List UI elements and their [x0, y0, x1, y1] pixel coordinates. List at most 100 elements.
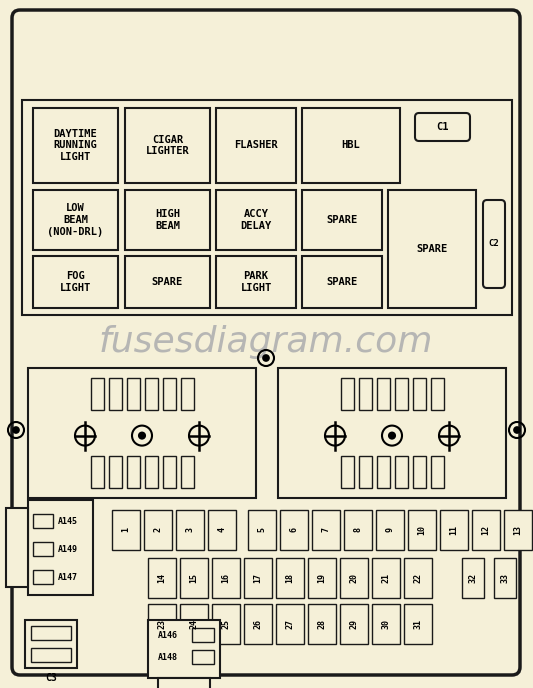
Bar: [148, 604, 176, 644]
Text: DAYTIME
RUNNING
LIGHT: DAYTIME RUNNING LIGHT: [54, 129, 98, 162]
Text: C1: C1: [436, 122, 449, 132]
Text: A147: A147: [58, 574, 78, 583]
Bar: [248, 510, 276, 550]
Text: 22: 22: [414, 573, 423, 583]
Text: 13: 13: [513, 525, 522, 535]
Bar: [148, 620, 220, 678]
Text: 6: 6: [289, 528, 298, 533]
Bar: [340, 604, 368, 644]
Text: C2: C2: [489, 239, 499, 248]
Bar: [388, 190, 476, 308]
Text: 19: 19: [318, 573, 327, 583]
Bar: [394, 456, 408, 488]
Bar: [181, 456, 193, 488]
Text: 31: 31: [414, 619, 423, 629]
Bar: [341, 378, 353, 410]
Text: 10: 10: [417, 525, 426, 535]
Text: 32: 32: [469, 573, 478, 583]
Bar: [376, 378, 390, 410]
Bar: [494, 558, 516, 598]
Bar: [144, 510, 172, 550]
Text: 4: 4: [217, 528, 227, 533]
Bar: [126, 378, 140, 410]
Text: SPARE: SPARE: [416, 244, 448, 254]
Bar: [341, 456, 353, 488]
Text: 24: 24: [190, 619, 198, 629]
Bar: [148, 558, 176, 598]
Bar: [312, 510, 340, 550]
Bar: [404, 558, 432, 598]
Bar: [109, 456, 122, 488]
Circle shape: [389, 433, 395, 439]
Text: HBL: HBL: [342, 140, 360, 151]
Text: 18: 18: [286, 573, 295, 583]
Bar: [28, 368, 256, 498]
Bar: [276, 604, 304, 644]
Bar: [216, 108, 296, 183]
Circle shape: [13, 427, 19, 433]
Bar: [431, 456, 443, 488]
Bar: [163, 378, 175, 410]
Bar: [372, 604, 400, 644]
Text: 3: 3: [185, 528, 195, 533]
Text: 2: 2: [154, 528, 163, 533]
Bar: [344, 510, 372, 550]
Bar: [413, 378, 425, 410]
Bar: [359, 378, 372, 410]
Bar: [408, 510, 436, 550]
Bar: [144, 378, 157, 410]
Bar: [440, 510, 468, 550]
Text: PARK
LIGHT: PARK LIGHT: [240, 271, 272, 293]
Text: 27: 27: [286, 619, 295, 629]
Bar: [158, 678, 210, 688]
Bar: [192, 650, 214, 664]
Bar: [25, 620, 77, 668]
Text: HIGH
BEAM: HIGH BEAM: [155, 209, 180, 230]
Bar: [376, 456, 390, 488]
Text: 14: 14: [157, 573, 166, 583]
Bar: [33, 542, 53, 556]
Text: 15: 15: [190, 573, 198, 583]
Text: 9: 9: [385, 528, 394, 533]
Bar: [376, 510, 404, 550]
Bar: [394, 378, 408, 410]
Text: 17: 17: [254, 573, 262, 583]
Text: FLASHER: FLASHER: [234, 140, 278, 151]
Bar: [280, 510, 308, 550]
Bar: [181, 378, 193, 410]
Text: 1: 1: [122, 528, 131, 533]
Bar: [302, 190, 382, 250]
Bar: [33, 256, 118, 308]
Bar: [372, 558, 400, 598]
Text: 25: 25: [222, 619, 230, 629]
Bar: [31, 648, 71, 662]
FancyBboxPatch shape: [483, 200, 505, 288]
Circle shape: [514, 427, 520, 433]
Text: SPARE: SPARE: [326, 215, 358, 225]
Bar: [244, 558, 272, 598]
Text: 30: 30: [382, 619, 391, 629]
Bar: [125, 190, 210, 250]
Text: 29: 29: [350, 619, 359, 629]
Bar: [31, 626, 71, 640]
Bar: [308, 558, 336, 598]
Text: FOG
LIGHT: FOG LIGHT: [60, 271, 91, 293]
Bar: [28, 500, 93, 595]
Bar: [33, 190, 118, 250]
Bar: [208, 510, 236, 550]
Bar: [109, 378, 122, 410]
Text: CIGAR
LIGHTER: CIGAR LIGHTER: [146, 135, 189, 156]
Text: 26: 26: [254, 619, 262, 629]
Circle shape: [139, 433, 145, 439]
Bar: [144, 456, 157, 488]
Text: 16: 16: [222, 573, 230, 583]
Bar: [308, 604, 336, 644]
Bar: [302, 108, 400, 183]
Bar: [33, 570, 53, 584]
Text: 8: 8: [353, 528, 362, 533]
Bar: [302, 256, 382, 308]
Bar: [125, 256, 210, 308]
Text: C3: C3: [45, 673, 57, 683]
Text: 7: 7: [321, 528, 330, 533]
FancyBboxPatch shape: [415, 113, 470, 141]
